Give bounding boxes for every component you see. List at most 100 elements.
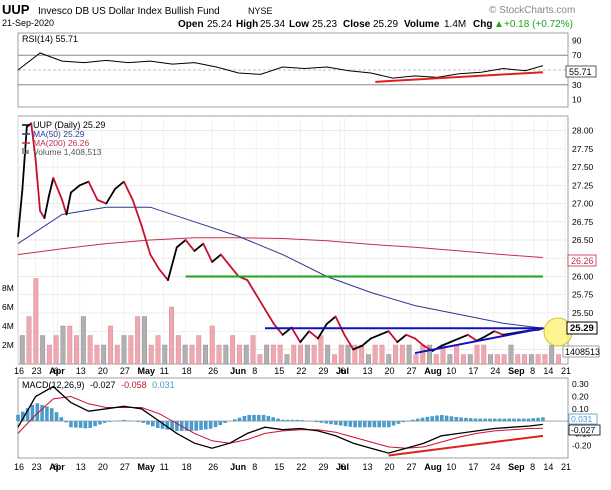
x-axis-label: 22 [296, 366, 306, 376]
macd-hist-bar [146, 421, 150, 425]
macd-hist-bar [223, 421, 227, 423]
price-panel: UUP (Daily) 25.29 MA(50) 25.29 MA(200) 2… [2, 116, 600, 364]
chg-value: +0.18 (+0.72%) [504, 19, 573, 30]
macd-hist-bar [488, 419, 492, 422]
x-axis-label: 26 [208, 366, 218, 376]
macd-hist-bar [483, 419, 487, 422]
volume-bar [244, 345, 249, 364]
rsi-current-label: 55.71 [569, 67, 592, 77]
volume-bar [81, 317, 86, 365]
x-axis-label: Sep [508, 462, 525, 472]
volume-bar [47, 345, 52, 364]
volume-bar [271, 345, 276, 364]
x-axis-label: 23 [32, 366, 42, 376]
volume-label: Volume [404, 19, 440, 30]
volume-bar [393, 345, 398, 364]
x-axis-label: 17 [468, 366, 478, 376]
volume-bar [529, 355, 534, 365]
close-label: Close [343, 19, 371, 30]
macd-hist-bar [377, 421, 381, 427]
macd-hist-bar [247, 415, 251, 421]
high-label: High [236, 19, 258, 30]
macd-hist-bar [262, 415, 266, 421]
macd-hist-bar [300, 420, 304, 421]
fund-name: Invesco DB US Dollar Index Bullish Fund [38, 6, 220, 17]
x-axis-label: 22 [296, 462, 306, 472]
rsi-legend: RSI(14) 55.71 [22, 34, 78, 44]
macd-tick-label: 0.30 [572, 379, 589, 389]
volume-bar [34, 279, 39, 365]
macd-hist-bar [50, 408, 54, 421]
volume-bar [312, 345, 317, 364]
macd-hist-bar [324, 421, 328, 423]
macd-hist-bar [141, 421, 145, 423]
macd-hist-bar [358, 421, 362, 427]
high-value: 25.34 [260, 19, 285, 30]
macd-hist-bar [204, 421, 208, 429]
volume-bar [101, 345, 106, 364]
x-axis-label: 15 [274, 366, 284, 376]
x-axis-label: 16 [14, 366, 24, 376]
x-axis-label: May [138, 366, 156, 376]
macd-hist-bar [517, 419, 521, 422]
macd-hist-bar [382, 421, 386, 427]
volume-bar [88, 336, 93, 365]
macd-hist-bar [117, 421, 121, 422]
volume-bar [108, 326, 113, 364]
volume-bar [68, 326, 73, 364]
macd-hist-bar [344, 421, 348, 426]
volume-bar [230, 336, 235, 365]
volume-bar [197, 336, 202, 365]
macd-hist-bar [276, 419, 280, 422]
macd-hist-bar [55, 412, 59, 421]
price-tick-label: 26.00 [572, 271, 594, 281]
x-axis-label: 13 [76, 462, 86, 472]
volume-bar [156, 336, 161, 365]
x-axis-label: 26 [208, 462, 218, 472]
macd-hist-bar [60, 417, 64, 421]
x-axis-label: 29 [318, 366, 328, 376]
price-tick-label: 27.25 [572, 180, 594, 190]
rsi-panel: RSI(14) 55.71 9070503010 55.71 [18, 33, 596, 107]
volume-bar [149, 345, 154, 364]
volume-bar [142, 317, 147, 365]
x-axis-label: 18 [182, 462, 192, 472]
macd-hist-bar [373, 421, 377, 427]
macd-legend-signal: -0.058 [121, 380, 147, 390]
volume-bar [522, 355, 527, 365]
volume-tick-label: 2M [2, 340, 14, 350]
volume-bar [325, 345, 330, 364]
x-axis-label: 13 [76, 366, 86, 376]
volume-bar [74, 336, 79, 365]
macd-hist-bar [387, 421, 391, 427]
x-axis-label: 13 [362, 366, 372, 376]
open-label: Open [178, 19, 204, 30]
macd-hist-bar [281, 420, 285, 421]
price-tick-label: 27.75 [572, 144, 594, 154]
macd-hist-bar [45, 407, 49, 422]
x-axis-label: 14 [543, 462, 553, 472]
volume-bar [278, 345, 283, 364]
macd-hist-bar [435, 416, 439, 422]
price-tick-label: 26.50 [572, 235, 594, 245]
x-axis-label: 20 [385, 462, 395, 472]
rsi-tick-label: 10 [572, 95, 582, 105]
macd-tick-label: 0.10 [572, 404, 589, 414]
volume-tick-label: 4M [2, 321, 14, 331]
volume-bar [421, 345, 426, 364]
x-axis-label: 24 [490, 462, 500, 472]
ma200-label: 26.26 [571, 256, 594, 266]
macd-hist-bar [416, 419, 420, 421]
macd-hist-bar [271, 417, 275, 421]
rsi-tick-label: 90 [572, 35, 582, 45]
macd-hist-bar [426, 417, 430, 421]
x-axis-label: May [138, 462, 156, 472]
macd-hist-bar [291, 420, 295, 421]
macd-hist-bar [339, 421, 343, 425]
rsi-tick-label: 30 [572, 80, 582, 90]
macd-hist-bar [445, 416, 449, 421]
price-tick-label: 25.50 [572, 308, 594, 318]
x-axis-label: 6 [340, 366, 345, 376]
macd-hist-bar [74, 421, 78, 428]
